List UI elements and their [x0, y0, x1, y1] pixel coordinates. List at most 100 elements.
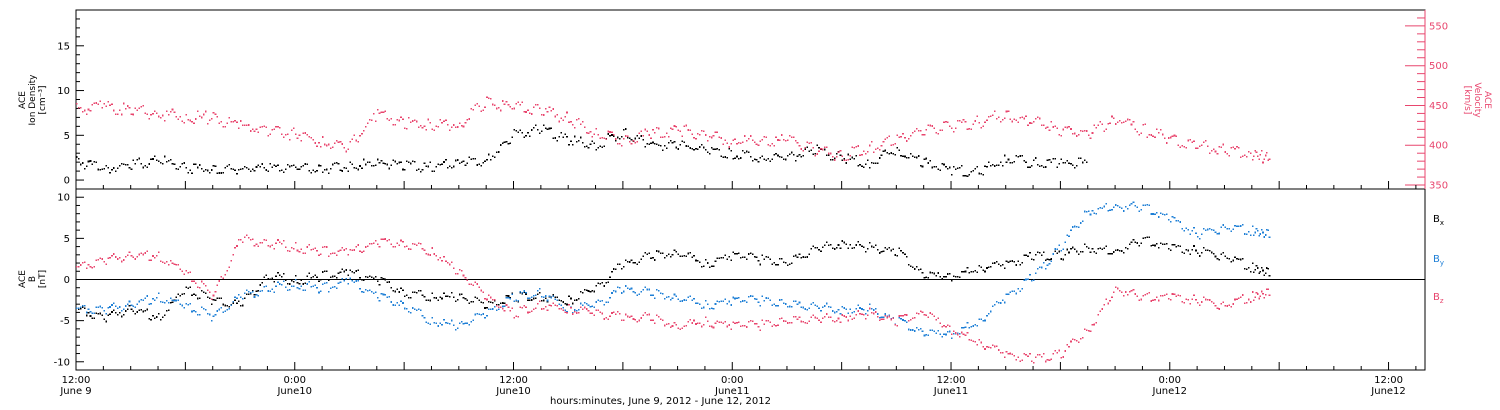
bbz-point — [1262, 292, 1264, 295]
velocity-point — [433, 129, 436, 132]
bby-point — [507, 296, 510, 299]
density-point — [611, 134, 613, 136]
velocity-point — [370, 119, 373, 122]
velocity-point — [878, 148, 881, 151]
bbz-point — [370, 242, 373, 245]
bbx-point — [343, 270, 346, 273]
density-point — [490, 159, 492, 161]
bby-point — [781, 299, 783, 301]
bbx-point — [980, 266, 982, 269]
density-point — [355, 167, 357, 170]
bbx-point — [201, 290, 203, 292]
bby-point — [1101, 207, 1104, 209]
bbx-point — [169, 302, 172, 304]
bby-point — [324, 282, 326, 285]
density-point — [802, 154, 805, 157]
bbz-point — [818, 319, 820, 321]
velocity-point — [1197, 147, 1199, 150]
bby-point — [626, 287, 629, 290]
density-point — [671, 141, 674, 144]
density-point — [175, 168, 178, 170]
bbx-point — [523, 291, 525, 294]
bbz-point — [607, 318, 609, 321]
bbz-point — [1076, 340, 1078, 342]
bbz-point — [372, 242, 375, 245]
bbx-point — [880, 251, 883, 253]
density-point — [644, 145, 646, 148]
velocity-point — [548, 106, 551, 109]
bby-point — [150, 302, 152, 305]
bby-point — [882, 316, 885, 318]
bbz-point — [284, 246, 287, 249]
velocity-point — [150, 113, 152, 116]
velocity-point — [554, 115, 557, 118]
velocity-point — [929, 124, 932, 127]
bbz-point — [1189, 302, 1191, 305]
bbx-point — [396, 288, 398, 291]
bby-point — [339, 281, 342, 283]
bbx-point — [431, 292, 434, 295]
bbz-point — [929, 312, 932, 314]
bbx-point — [351, 271, 353, 273]
bby-point — [652, 294, 654, 297]
velocity-point — [593, 133, 596, 136]
bbz-point — [601, 312, 604, 315]
bbz-point — [775, 325, 777, 327]
bbz-point — [992, 344, 994, 347]
velocity-point — [769, 144, 771, 147]
bbz-point — [1033, 361, 1035, 364]
bbz-point — [613, 311, 615, 314]
bbz-point — [728, 324, 730, 326]
y-title-bottom-left-line: [nT] — [38, 270, 48, 288]
velocity-point — [1101, 123, 1104, 126]
bbz-point — [458, 269, 461, 271]
velocity-point — [663, 136, 666, 138]
bby-point — [421, 314, 424, 317]
bby-point — [1093, 212, 1096, 214]
bbx-point — [607, 281, 609, 284]
bbz-point — [185, 269, 187, 272]
density-point — [77, 157, 80, 160]
bby-point — [158, 292, 160, 294]
bbx-point — [771, 263, 773, 265]
bbz-point — [492, 298, 494, 301]
velocity-point — [1234, 147, 1236, 150]
bbz-point — [173, 263, 176, 266]
velocity-point — [499, 109, 502, 112]
velocity-point — [540, 113, 543, 116]
velocity-point — [1226, 152, 1229, 155]
bbz-point — [187, 272, 189, 274]
density-point — [87, 160, 90, 163]
bby-point — [454, 328, 457, 331]
bbz-point — [595, 309, 598, 312]
bbz-point — [855, 314, 857, 316]
bby-point — [224, 310, 227, 313]
bbx-point — [949, 273, 951, 275]
bby-point — [685, 299, 687, 302]
bbz-point — [646, 313, 648, 316]
top-panel-frame — [75, 9, 1426, 190]
velocity-point — [117, 113, 119, 116]
bbz-point — [931, 313, 934, 316]
bby-point — [81, 304, 84, 307]
bbx-point — [359, 276, 361, 279]
bbz-point — [701, 325, 703, 328]
bbx-point — [283, 272, 285, 275]
velocity-point — [511, 107, 514, 110]
bby-point — [615, 290, 617, 293]
bbx-point — [507, 295, 510, 297]
velocity-point — [185, 113, 187, 116]
bbz-point — [1046, 359, 1049, 361]
bbz-point — [1124, 291, 1127, 293]
density-point — [872, 162, 875, 165]
bbz-point — [785, 320, 787, 322]
density-point — [814, 152, 816, 155]
velocity-point — [886, 136, 889, 139]
density-point — [503, 141, 506, 144]
bbz-point — [552, 302, 555, 304]
bby-point — [730, 304, 732, 306]
bbz-point — [513, 316, 516, 319]
density-point — [1054, 158, 1057, 160]
velocity-point — [1185, 146, 1188, 149]
velocity-point — [730, 143, 732, 145]
